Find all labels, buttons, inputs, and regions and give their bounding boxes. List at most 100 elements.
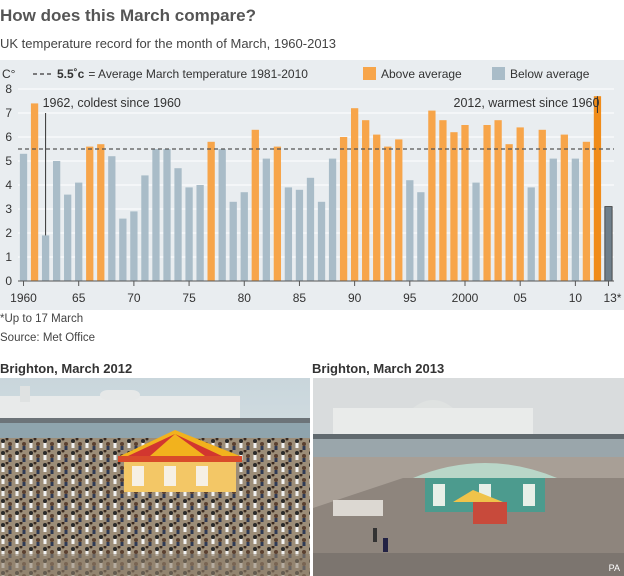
bar-1982	[262, 158, 270, 281]
bar-1994	[395, 139, 403, 281]
x-tick-label: 90	[348, 291, 362, 305]
bar-2003	[494, 120, 502, 281]
bar-1960	[19, 153, 28, 281]
bar-2002	[483, 125, 491, 281]
bar-2009	[560, 134, 568, 281]
bar-1988	[328, 158, 337, 281]
x-tick-label: 13*	[603, 291, 621, 305]
bar-1992	[373, 134, 381, 281]
bar-1961	[30, 103, 39, 282]
photo-caption-2012: Brighton, March 2012	[0, 361, 133, 376]
legend-average-value: 5.5˚c	[57, 67, 85, 81]
bar-1996	[417, 192, 425, 281]
footnote: *Up to 17 March	[0, 313, 84, 325]
bar-1989	[339, 137, 348, 281]
bar-1976	[196, 185, 204, 281]
x-tick-label: 95	[403, 291, 417, 305]
bar-1981	[251, 129, 259, 281]
bar-2012	[593, 96, 602, 281]
y-tick-label: 6	[5, 130, 12, 144]
bar-1985	[295, 189, 304, 281]
bar-1970	[130, 211, 138, 281]
bar-1977	[207, 141, 215, 281]
bar-1987	[317, 201, 326, 281]
legend-average-label: = Average March temperature 1981-2010	[88, 67, 308, 81]
legend-average: 5.5˚c = Average March temperature 1981-20…	[57, 67, 308, 81]
y-tick-label: 8	[5, 82, 12, 96]
bar-1997	[428, 110, 436, 281]
bar-1966	[86, 146, 94, 281]
bar-1964	[64, 194, 72, 281]
annotation-label: 1962, coldest since 1960	[43, 96, 181, 110]
y-tick-label: 0	[5, 274, 12, 288]
bar-2008	[549, 158, 557, 281]
annotation-label: 2012, warmest since 1960	[454, 96, 600, 110]
photo-caption-2013: Brighton, March 2013	[312, 361, 445, 376]
bar-1999	[450, 132, 458, 281]
legend-below-swatch	[492, 67, 505, 80]
x-tick-label: 80	[238, 291, 252, 305]
x-axis-ticks: 1960 65 70 75 80 85 90 95 2000 05 10 13*	[10, 281, 622, 305]
legend-above-label: Above average	[381, 67, 462, 81]
bar-1968	[108, 156, 116, 281]
bar-1971	[141, 175, 149, 281]
y-tick-label: 7	[5, 106, 12, 120]
bars	[19, 96, 613, 282]
bar-1979	[229, 201, 237, 281]
bar-1998	[439, 120, 447, 281]
bar-1993	[384, 146, 392, 281]
photo-brighton-2013: PA	[313, 378, 624, 576]
y-tick-label: 3	[5, 202, 12, 216]
bar-2001	[472, 182, 480, 281]
source-note: Source: Met Office	[0, 332, 96, 344]
bar-1974	[174, 168, 182, 281]
bar-1980	[240, 192, 248, 281]
bar-2004	[505, 144, 513, 281]
photo-brighton-2012	[0, 378, 310, 576]
bar-2000	[461, 125, 469, 281]
chart-title: How does this March compare?	[0, 6, 256, 25]
bar-1965	[75, 182, 83, 281]
x-tick-label: 2000	[452, 291, 479, 305]
temperature-bar-chart: C° 5.5˚c = Average March temperature 1981…	[0, 60, 624, 310]
chart-subtitle: UK temperature record for the month of M…	[0, 36, 337, 51]
bar-2006	[527, 187, 535, 281]
legend-above-swatch	[363, 67, 376, 80]
y-tick-label: 2	[5, 226, 12, 240]
y-tick-label: 5	[5, 154, 12, 168]
bar-2007	[538, 129, 546, 281]
photo-2013-illustration	[313, 378, 624, 576]
legend-below-label: Below average	[510, 67, 590, 81]
x-tick-label: 70	[127, 291, 141, 305]
x-tick-label: 75	[182, 291, 196, 305]
bar-1986	[306, 177, 315, 281]
photo-credit: PA	[608, 563, 620, 573]
x-tick-label: 05	[514, 291, 528, 305]
bar-1984	[284, 187, 293, 281]
bar-1975	[185, 187, 193, 281]
bar-2013	[604, 206, 613, 282]
bar-2010	[571, 158, 580, 281]
annotations: 1962, coldest since 1960 2012, warmest si…	[43, 96, 600, 236]
bar-2005	[516, 127, 524, 282]
x-tick-label: 1960	[10, 291, 37, 305]
bar-1963	[52, 161, 61, 281]
photo-2012-illustration	[0, 378, 310, 576]
bar-1962	[41, 235, 50, 281]
bar-1969	[119, 218, 127, 281]
x-tick-label: 65	[72, 291, 86, 305]
y-axis-ticks: 0 1 2 3 4 5 6 7 8	[5, 82, 12, 288]
y-tick-label: 1	[5, 250, 12, 264]
bar-1978	[218, 149, 226, 281]
y-tick-label: 4	[5, 178, 12, 192]
x-tick-label: 85	[293, 291, 307, 305]
y-unit-label: C°	[2, 67, 16, 81]
bar-1983	[273, 146, 282, 281]
bar-1990	[350, 108, 359, 281]
x-tick-label: 10	[569, 291, 583, 305]
bar-1995	[406, 180, 414, 281]
bar-2011	[582, 141, 591, 281]
bar-1991	[362, 120, 370, 281]
bar-1967	[97, 144, 105, 281]
gridlines	[18, 88, 614, 258]
